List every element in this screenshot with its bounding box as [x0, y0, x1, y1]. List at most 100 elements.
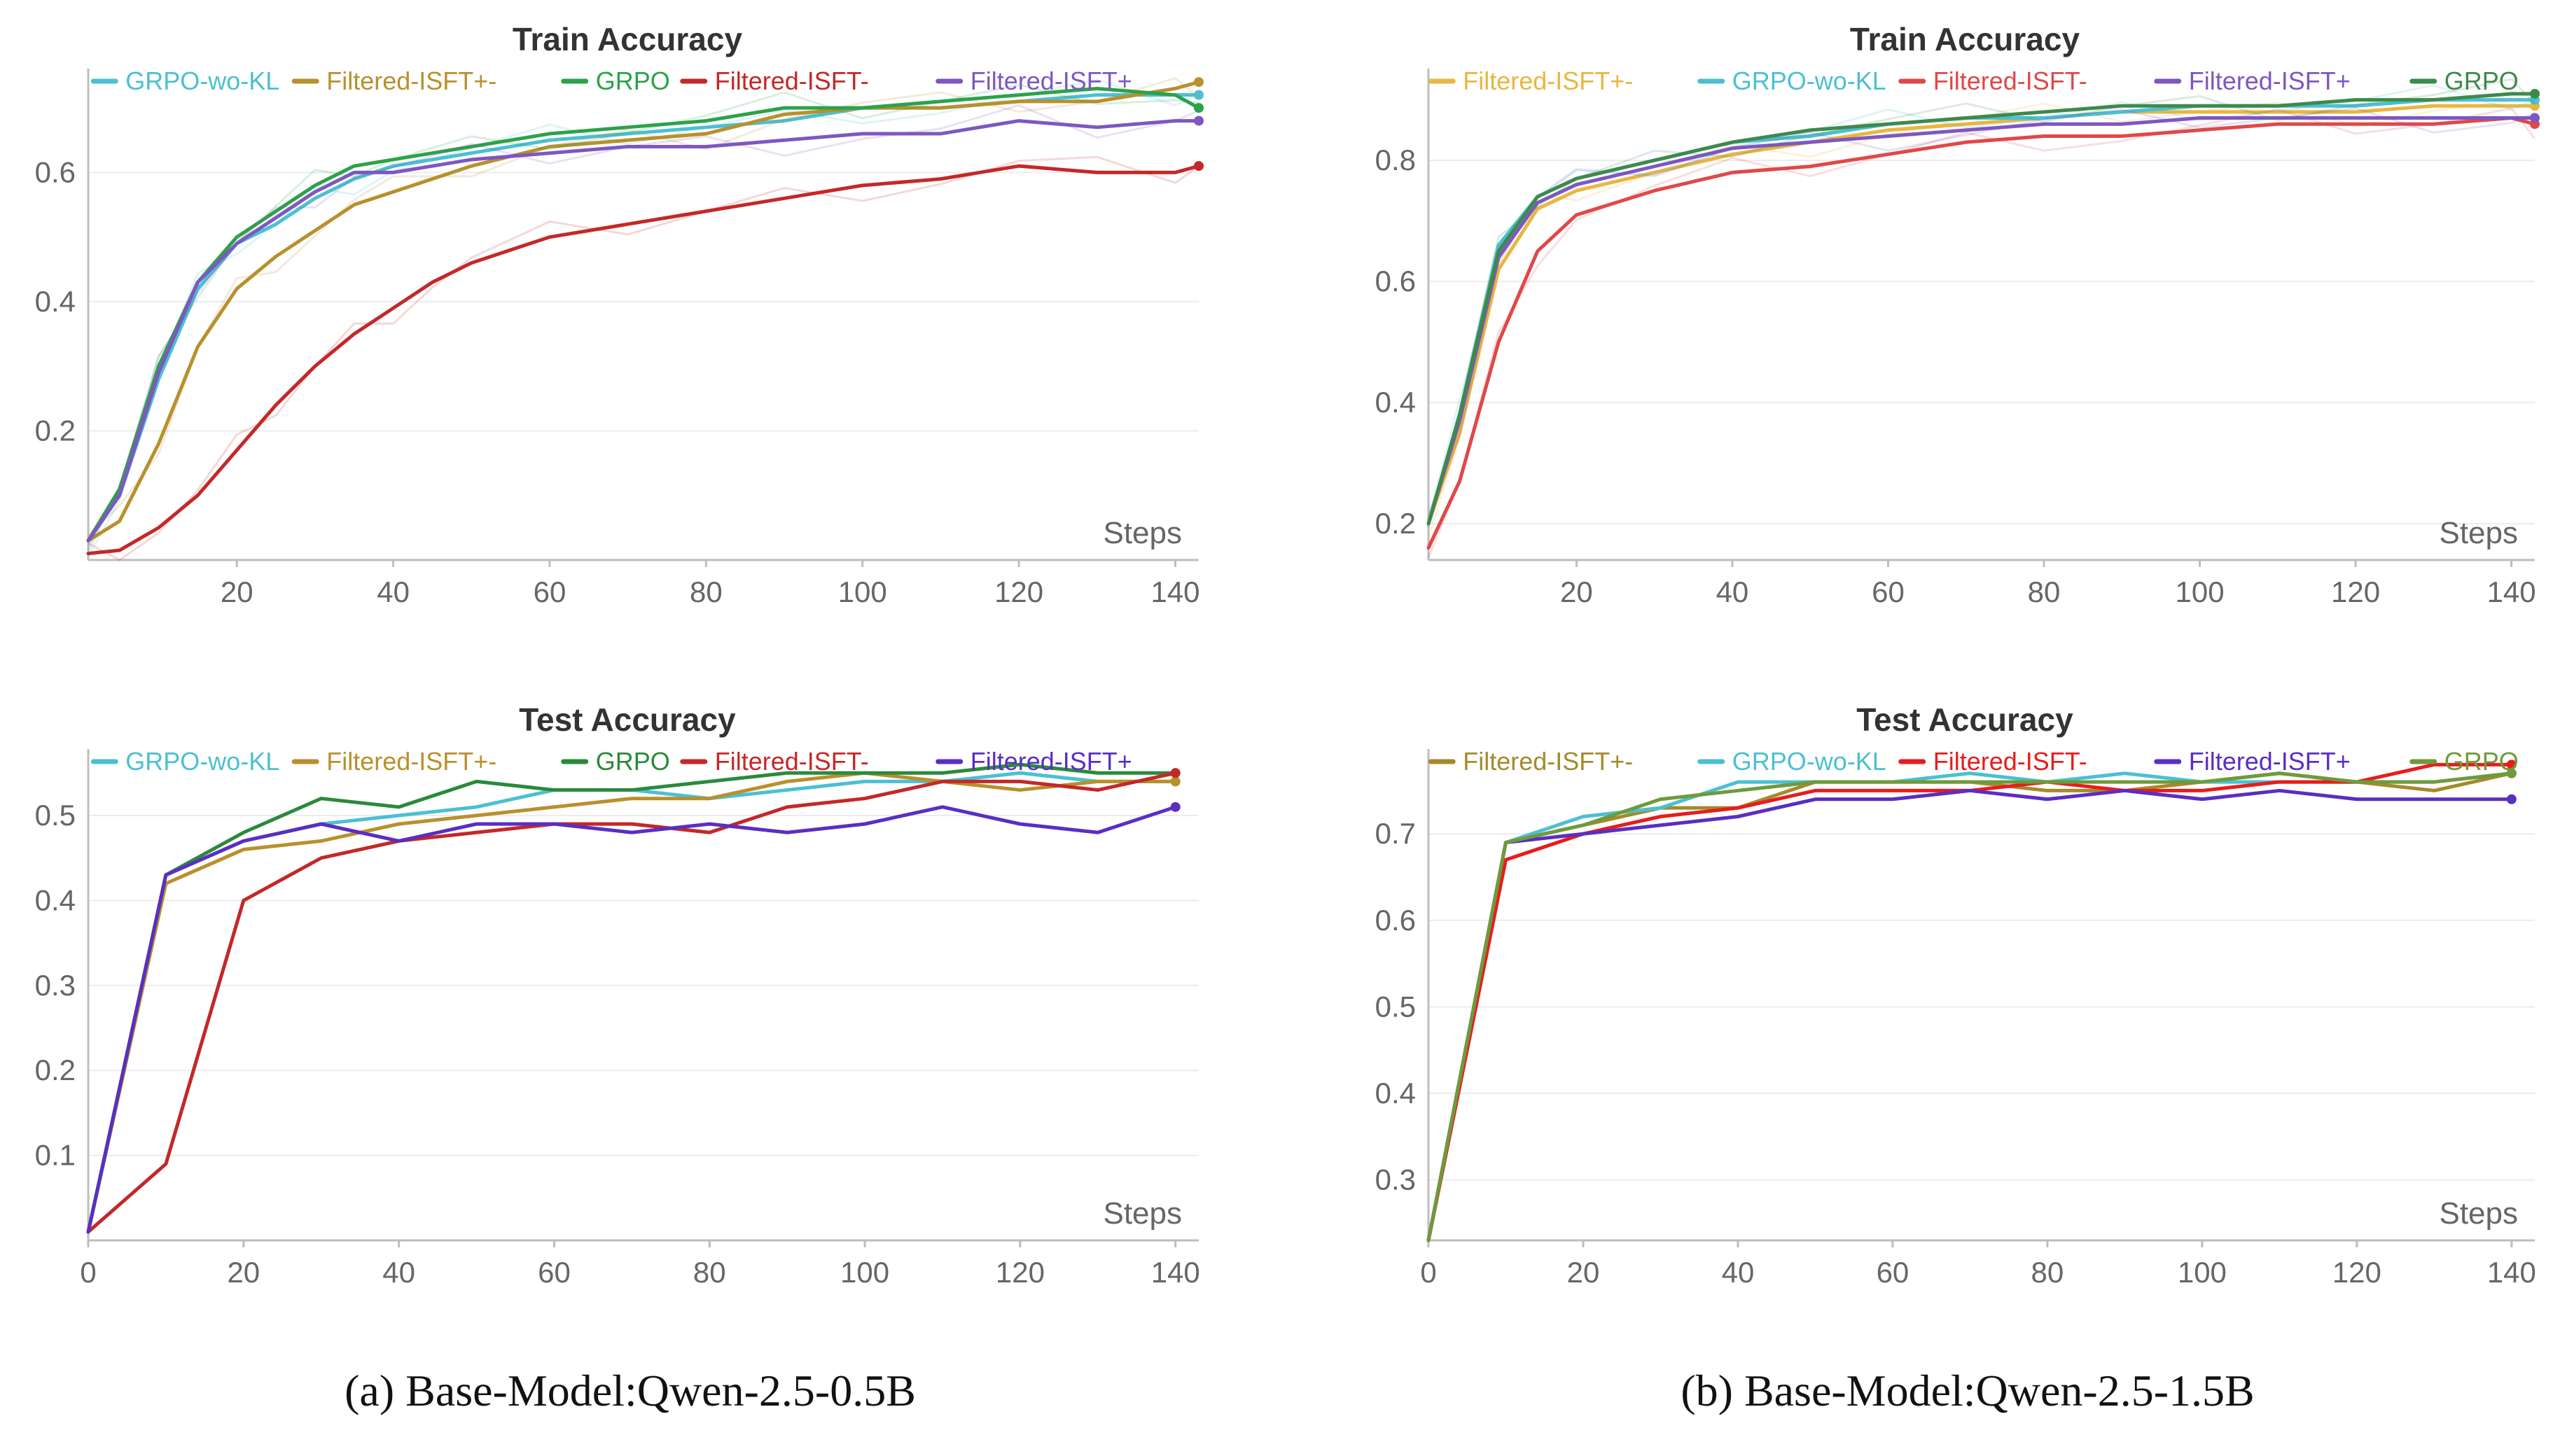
series-line	[1426, 762, 2514, 1242]
x-tick-label: 120	[2331, 575, 2380, 608]
chart-b-train: Train Accuracy 0.2 0.4 0.6 0.8 20 40 60 80 100 120…	[1375, 21, 2540, 608]
series-raw-line	[87, 104, 1199, 547]
caption-a: (a) Base-Model:Qwen-2.5-0.5B	[345, 1366, 916, 1415]
series-endpoint	[1194, 115, 1204, 126]
series-raw-line	[87, 78, 1199, 557]
x-axis-label: Steps	[1103, 516, 1182, 550]
x-tick-label: 20	[1560, 575, 1593, 608]
series-line	[1426, 98, 2537, 526]
chart-title: Test Accuracy	[1856, 701, 2073, 738]
legend: GRPO-wo-KL Filtered-ISFT+- GRPO Filtered-IS…	[90, 747, 1132, 776]
series-line	[86, 771, 1178, 1234]
x-tick-label: 20	[221, 575, 253, 608]
x-tick-label: 100	[2176, 575, 2225, 608]
caption-b: (b) Base-Model:Qwen-2.5-1.5B	[1681, 1366, 2254, 1415]
x-tick-label: 100	[2178, 1256, 2227, 1289]
series-raw-line	[87, 83, 1199, 552]
x-tick-label: 100	[840, 1256, 889, 1289]
legend: Filtered-ISFT+- GRPO-wo-KL Filtered-ISFT- F…	[1428, 747, 2519, 776]
x-tick-label: 100	[838, 575, 887, 608]
x-tick-label: 40	[382, 1256, 415, 1289]
legend-label: GRPO	[596, 66, 670, 95]
series-line	[1426, 771, 2514, 1242]
series-endpoint	[1194, 161, 1204, 172]
y-tick-label: 0.6	[1375, 904, 1416, 937]
x-tick-label: 120	[994, 575, 1043, 608]
y-tick-label: 0.1	[35, 1139, 76, 1172]
series-line	[86, 762, 1178, 1234]
y-tick-label: 0.2	[1375, 507, 1416, 540]
legend-label: GRPO-wo-KL	[125, 66, 279, 95]
legend: GRPO-wo-KL Filtered-ISFT+- GRPO Filtered-IS…	[90, 66, 1132, 95]
y-tick-label: 0.7	[1375, 817, 1416, 850]
series-endpoint	[2506, 768, 2517, 778]
x-tick-label: 60	[1872, 575, 1905, 608]
series-line	[86, 771, 1178, 1234]
series-endpoint	[2530, 88, 2540, 99]
x-tick-label: 140	[1150, 575, 1199, 608]
chart-b-test: Test Accuracy 0.3 0.4 0.5 0.6 0.7 0 20 40 60 80 100…	[1375, 701, 2536, 1289]
legend-label: Filtered-ISFT+-	[1463, 747, 1633, 776]
legend-label: GRPO-wo-KL	[125, 747, 279, 776]
chart-title: Train Accuracy	[1850, 21, 2080, 57]
x-tick-label: 80	[690, 575, 723, 608]
series-line	[1426, 116, 2537, 550]
y-tick-label: 0.3	[35, 969, 76, 1002]
series-endpoint	[2506, 794, 2517, 804]
legend-label: GRPO	[596, 747, 670, 776]
chart-a-test: Test Accuracy 0.1 0.2 0.3 0.4 0.5 0 20 40 60 80 100…	[35, 701, 1200, 1289]
y-tick-label: 0.4	[1375, 386, 1416, 419]
series-raw-line	[1427, 78, 2536, 529]
series-raw-line	[88, 155, 1199, 561]
legend-label: Filtered-ISFT+-	[1463, 66, 1633, 95]
series-raw-line	[1427, 84, 2535, 519]
legend-label: Filtered-ISFT+	[2189, 747, 2351, 776]
x-tick-label: 80	[693, 1256, 726, 1289]
series-raw-line	[1427, 107, 2535, 514]
y-tick-label: 0.2	[35, 1054, 76, 1086]
x-tick-label: 60	[1877, 1256, 1909, 1289]
x-tick-label: 120	[2332, 1256, 2381, 1289]
y-tick-label: 0.3	[1375, 1163, 1416, 1196]
y-tick-label: 0.8	[1375, 144, 1416, 176]
x-tick-label: 0	[80, 1256, 96, 1289]
series-endpoint	[1194, 90, 1204, 100]
x-tick-label: 60	[534, 575, 566, 608]
x-tick-label: 140	[2487, 575, 2536, 608]
series-endpoint	[1170, 776, 1181, 787]
chart-title: Test Accuracy	[519, 701, 736, 738]
legend-label: GRPO-wo-KL	[1732, 747, 1886, 776]
legend-label: Filtered-ISFT-	[1933, 747, 2087, 776]
legend-label: Filtered-ISFT+-	[326, 66, 496, 95]
y-tick-label: 0.6	[35, 155, 76, 188]
series-line	[86, 86, 1201, 542]
x-tick-label: 0	[1420, 1256, 1436, 1289]
x-axis-label: Steps	[1103, 1196, 1182, 1231]
x-tick-label: 140	[2487, 1256, 2536, 1289]
legend-label: Filtered-ISFT+	[971, 747, 1132, 776]
series-line	[86, 805, 1178, 1234]
x-tick-label: 80	[2028, 575, 2061, 608]
series-line	[86, 80, 1201, 542]
legend-label: Filtered-ISFT-	[1933, 66, 2087, 95]
y-tick-label: 0.4	[35, 883, 76, 916]
legend-label: Filtered-ISFT-	[715, 66, 869, 95]
series-endpoint	[1194, 103, 1204, 113]
y-tick-label: 0.4	[35, 285, 76, 318]
x-tick-label: 60	[538, 1256, 571, 1289]
legend-label: Filtered-ISFT-	[715, 747, 869, 776]
series-line	[86, 119, 1201, 542]
x-tick-label: 20	[1567, 1256, 1600, 1289]
y-tick-label: 0.6	[1375, 265, 1416, 298]
series-line	[1426, 104, 2537, 526]
series-raw-line	[1427, 90, 2535, 539]
x-tick-label: 40	[1722, 1256, 1755, 1289]
x-tick-label: 20	[227, 1256, 260, 1289]
series-raw-line	[1427, 107, 2536, 559]
series-endpoint	[2506, 760, 2517, 770]
series-line	[1426, 92, 2537, 526]
series-line	[86, 164, 1201, 556]
x-tick-label: 40	[1716, 575, 1749, 608]
legend-label: Filtered-ISFT+	[971, 66, 1132, 95]
legend-label: GRPO-wo-KL	[1732, 66, 1886, 95]
